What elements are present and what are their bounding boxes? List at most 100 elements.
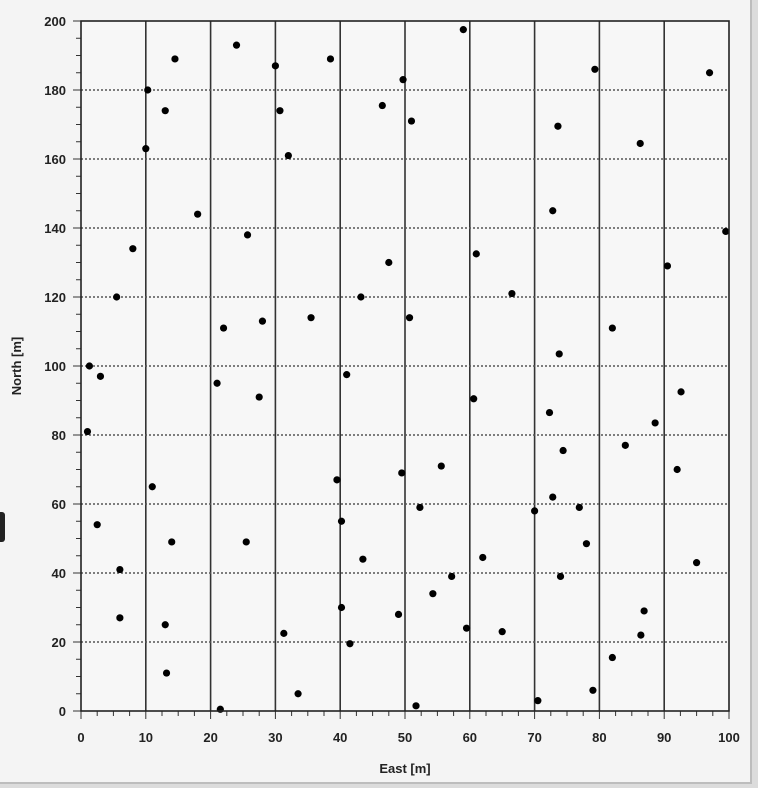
data-points [83, 26, 730, 713]
data-point [693, 559, 701, 567]
tick-labels: 0 10 20 30 40 50 60 70 80 90 100 0 20 40 60 80 100 120 140… [44, 14, 740, 745]
x-tick-label: 80 [592, 730, 606, 745]
data-point [722, 227, 730, 236]
y-tick-label: 0 [59, 704, 66, 719]
data-point [113, 293, 121, 301]
data-point [144, 86, 152, 94]
data-point [93, 521, 101, 529]
data-point [85, 362, 94, 370]
grid-lines [81, 21, 729, 711]
data-point [161, 621, 169, 629]
data-point [498, 628, 506, 636]
data-point [337, 603, 346, 612]
data-point [448, 572, 456, 581]
data-point [470, 395, 478, 403]
data-point [194, 210, 202, 218]
y-tick-label: 40 [52, 566, 66, 581]
data-point [96, 372, 105, 380]
data-point [129, 245, 137, 253]
data-point [343, 371, 351, 379]
data-point [294, 690, 302, 698]
x-tick-label: 50 [398, 730, 412, 745]
data-point [462, 624, 471, 632]
data-point [479, 553, 487, 562]
data-point [608, 653, 616, 662]
data-point [337, 517, 346, 525]
data-point [677, 388, 685, 396]
data-point [472, 250, 480, 258]
data-point [559, 446, 567, 455]
data-point [242, 538, 250, 546]
data-point [378, 101, 386, 110]
data-point [591, 65, 599, 73]
y-tick-label: 180 [44, 83, 66, 98]
y-tick-label: 160 [44, 152, 66, 167]
data-point [608, 324, 616, 332]
data-point [243, 231, 252, 239]
data-point [534, 697, 542, 705]
data-point [385, 258, 393, 267]
x-tick-label: 60 [463, 730, 477, 745]
minor-ticks [73, 20, 730, 719]
data-point [549, 493, 557, 501]
data-point [549, 207, 557, 215]
data-point [116, 614, 124, 622]
y-tick-label: 140 [44, 221, 66, 236]
data-point [673, 465, 681, 474]
data-point [589, 686, 597, 694]
x-tick-label: 20 [203, 730, 217, 745]
x-tick-label: 10 [139, 730, 153, 745]
data-point [399, 76, 407, 84]
y-tick-label: 80 [52, 428, 66, 443]
data-point [213, 379, 221, 387]
data-point [621, 441, 629, 449]
data-point [545, 408, 554, 417]
data-point [161, 107, 169, 115]
y-tick-label: 100 [44, 359, 66, 374]
data-point [508, 289, 516, 298]
x-tick-label: 70 [527, 730, 541, 745]
data-point [280, 629, 288, 637]
plot-border [80, 20, 730, 712]
y-tick-label: 120 [44, 290, 66, 305]
x-tick-label: 30 [268, 730, 282, 745]
data-point [416, 503, 424, 512]
y-tick-label: 20 [52, 635, 66, 650]
data-point [271, 62, 279, 70]
y-axis-label: North [m] [9, 337, 24, 396]
data-point [582, 540, 591, 548]
data-point [407, 117, 416, 125]
x-tick-label: 100 [718, 730, 740, 745]
data-point [359, 555, 367, 563]
data-point [83, 427, 92, 436]
data-point [276, 107, 284, 115]
data-point [636, 139, 644, 148]
x-tick-label: 90 [657, 730, 671, 745]
data-point [142, 145, 150, 153]
y-tick-label: 200 [44, 14, 66, 29]
data-point [556, 572, 565, 581]
data-point [255, 393, 263, 401]
data-point [575, 503, 583, 512]
data-point [168, 538, 176, 546]
data-point [162, 669, 171, 677]
data-point [326, 55, 335, 63]
data-point [394, 610, 403, 619]
data-point [437, 462, 445, 470]
data-point [637, 631, 645, 639]
data-point [116, 565, 124, 574]
data-point [555, 350, 563, 358]
data-point [232, 41, 241, 49]
x-tick-label: 40 [333, 730, 347, 745]
data-point [284, 151, 292, 160]
data-point [333, 476, 341, 484]
data-point [171, 55, 179, 63]
data-point [554, 122, 562, 130]
data-point [219, 324, 228, 332]
data-point [307, 314, 315, 322]
window-edge-handle [0, 512, 5, 542]
data-point [346, 640, 354, 648]
data-point [640, 607, 648, 615]
data-point [398, 469, 406, 477]
